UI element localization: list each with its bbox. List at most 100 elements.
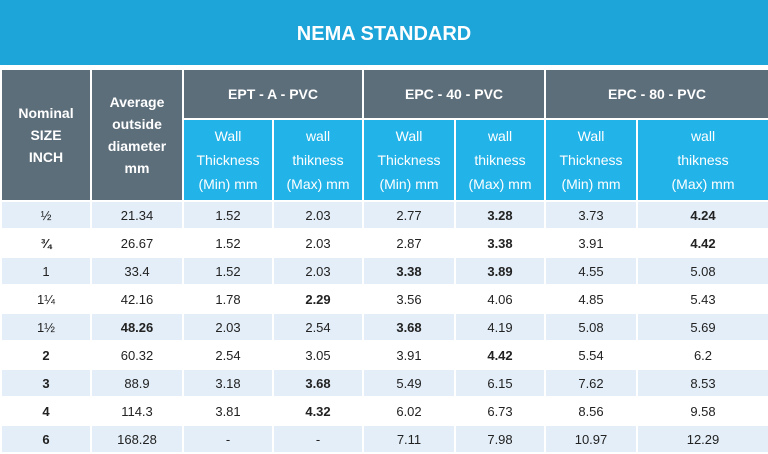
cell-a-min: 2.54: [182, 340, 274, 370]
subheader-line: (Min) mm: [561, 176, 621, 192]
cell-c-max: 4.24: [636, 200, 768, 230]
cell-b-min: 3.68: [362, 312, 456, 342]
cell-a-min: 2.03: [182, 312, 274, 342]
header-line: mm: [124, 160, 150, 176]
cell-a-max: 4.32: [272, 396, 364, 426]
cell-a-min: 1.52: [182, 228, 274, 258]
title-divider: [0, 65, 768, 68]
table-row: 2 60.32 2.54 3.05 3.91 4.42 5.54 6.2: [0, 340, 768, 370]
cell-size: 4: [0, 396, 92, 426]
table-row: 1¼ 42.16 1.78 2.29 3.56 4.06 4.85 5.43: [0, 284, 768, 314]
table-row: 3 88.9 3.18 3.68 5.49 6.15 7.62 8.53: [0, 368, 768, 398]
subheader-line: (Min) mm: [198, 176, 258, 192]
cell-b-max: 3.38: [454, 228, 546, 258]
header-line: diameter: [107, 138, 167, 154]
cell-a-min: 1.52: [182, 256, 274, 286]
subheader-epc-40-max: wall thikness (Max) mm: [454, 118, 546, 202]
cell-b-max: 3.89: [454, 256, 546, 286]
cell-a-max: 2.54: [272, 312, 364, 342]
cell-b-min: 3.91: [362, 340, 456, 370]
cell-c-min: 5.54: [544, 340, 638, 370]
subheader-line: thikness: [474, 152, 526, 168]
cell-a-min: 3.81: [182, 396, 274, 426]
cell-b-max: 7.98: [454, 424, 546, 454]
header-line: Nominal: [18, 105, 74, 121]
cell-a-max: 2.29: [272, 284, 364, 314]
cell-b-min: 3.56: [362, 284, 456, 314]
subheader-line: thikness: [292, 152, 344, 168]
subheader-epc-80-max: wall thikness (Max) mm: [636, 118, 768, 202]
cell-size: 1: [0, 256, 92, 286]
cell-a-min: 3.18: [182, 368, 274, 398]
cell-b-min: 2.87: [362, 228, 456, 258]
cell-c-min: 7.62: [544, 368, 638, 398]
cell-od: 168.28: [90, 424, 184, 454]
cell-c-max: 4.42: [636, 228, 768, 258]
subheader-line: thikness: [677, 152, 729, 168]
subheader-line: Thickness: [196, 152, 260, 168]
group-header-ept-a: EPT - A - PVC: [182, 68, 364, 120]
group-header-epc-40: EPC - 40 - PVC: [362, 68, 546, 120]
cell-c-max: 5.69: [636, 312, 768, 342]
subheader-line: (Max) mm: [286, 176, 350, 192]
cell-a-max: -: [272, 424, 364, 454]
cell-od: 48.26: [90, 312, 184, 342]
subheader-ept-a-max: wall thikness (Max) mm: [272, 118, 364, 202]
cell-size: 2: [0, 340, 92, 370]
subheader-line: wall: [305, 128, 331, 144]
header-line: Average: [109, 94, 165, 110]
average-od-header: Average outside diameter mm: [90, 68, 184, 202]
cell-size: ¾: [0, 228, 92, 258]
cell-b-min: 5.49: [362, 368, 456, 398]
subheader-line: Wall: [214, 128, 242, 144]
subheader-line: (Max) mm: [671, 176, 735, 192]
cell-c-max: 12.29: [636, 424, 768, 454]
cell-od: 88.9: [90, 368, 184, 398]
subheader-line: Wall: [395, 128, 423, 144]
cell-od: 33.4: [90, 256, 184, 286]
header-line: INCH: [28, 149, 64, 165]
cell-c-max: 5.08: [636, 256, 768, 286]
cell-b-max: 3.28: [454, 200, 546, 230]
cell-b-min: 3.38: [362, 256, 456, 286]
cell-b-min: 6.02: [362, 396, 456, 426]
cell-c-min: 4.55: [544, 256, 638, 286]
nominal-size-header: Nominal SIZE INCH: [0, 68, 92, 202]
cell-c-min: 4.85: [544, 284, 638, 314]
cell-c-min: 8.56: [544, 396, 638, 426]
cell-b-max: 4.06: [454, 284, 546, 314]
subheader-epc-40-min: Wall Thickness (Min) mm: [362, 118, 456, 202]
table-title: NEMA STANDARD: [296, 22, 472, 45]
subheader-line: Thickness: [559, 152, 623, 168]
cell-b-max: 4.19: [454, 312, 546, 342]
table-row: 6 168.28- -7.11 7.98 10.97 12.29: [0, 424, 768, 454]
cell-a-min: 1.78: [182, 284, 274, 314]
cell-b-min: 2.77: [362, 200, 456, 230]
header-line: SIZE: [30, 127, 62, 143]
subheader-line: Thickness: [377, 152, 441, 168]
cell-c-min: 3.91: [544, 228, 638, 258]
cell-size: ½: [0, 200, 92, 230]
cell-od: 60.32: [90, 340, 184, 370]
subheader-line: Wall: [577, 128, 605, 144]
subheader-epc-80-min: Wall Thickness (Min) mm: [544, 118, 638, 202]
cell-c-max: 9.58: [636, 396, 768, 426]
cell-a-max: 2.03: [272, 256, 364, 286]
cell-a-max: 2.03: [272, 228, 364, 258]
cell-c-max: 8.53: [636, 368, 768, 398]
cell-c-min: 10.97: [544, 424, 638, 454]
cell-c-min: 5.08: [544, 312, 638, 342]
cell-od: 114.3: [90, 396, 184, 426]
cell-b-max: 6.15: [454, 368, 546, 398]
subheader-ept-a-min: Wall Thickness (Min) mm: [182, 118, 274, 202]
cell-od: 42.16: [90, 284, 184, 314]
cell-c-max: 6.2: [636, 340, 768, 370]
cell-a-max: 2.03: [272, 200, 364, 230]
subheader-line: wall: [487, 128, 513, 144]
table-row: 4 114.3 3.81 4.32 6.02 6.73 8.56 9.58: [0, 396, 768, 426]
table-row: 1 33.4 1.52 2.03 3.38 3.89 4.55 5.08: [0, 256, 768, 286]
header-line: outside: [112, 116, 162, 132]
cell-c-min: 3.73: [544, 200, 638, 230]
table-title-bar: NEMA STANDARD: [0, 0, 768, 68]
cell-size: 1¼: [0, 284, 92, 314]
